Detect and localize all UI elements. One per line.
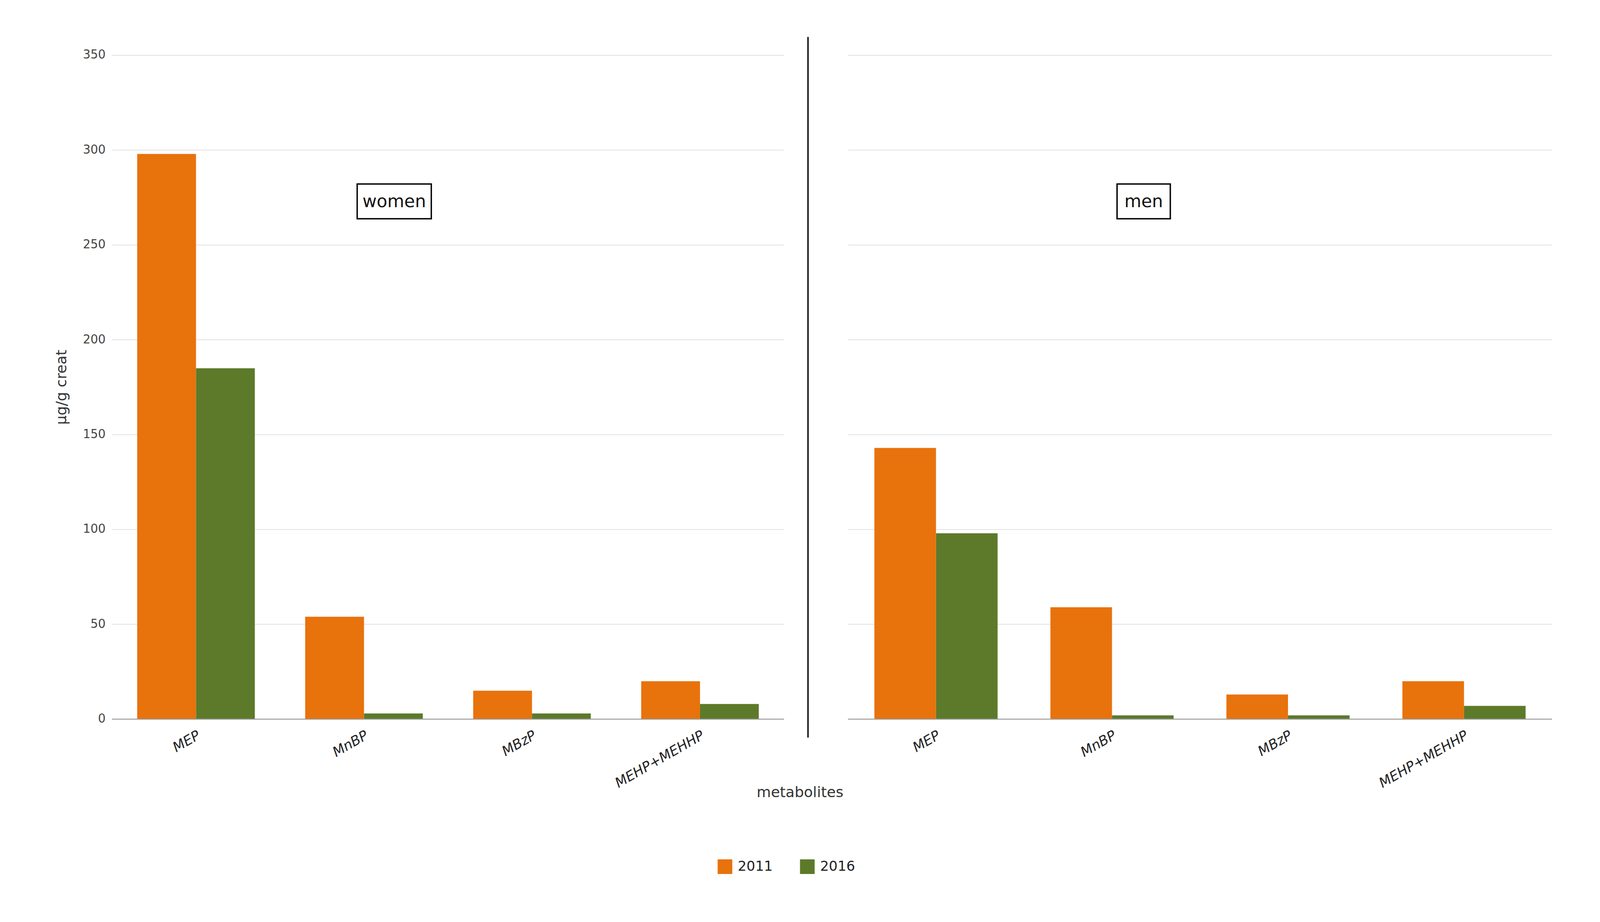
x-axis-line — [112, 718, 785, 720]
bar — [195, 368, 255, 720]
grid-line — [112, 339, 785, 341]
bar — [1226, 694, 1288, 720]
panel-divider — [807, 37, 809, 739]
bar — [1287, 715, 1350, 720]
bar — [364, 713, 424, 720]
y-tick-label: 250 — [82, 237, 106, 252]
bar — [1402, 681, 1465, 720]
grid-line — [847, 150, 1552, 151]
panel-title: men — [1124, 191, 1163, 212]
bars — [874, 447, 1526, 720]
bar — [1464, 705, 1526, 720]
legend: 2011 2016 — [717, 858, 856, 875]
legend-swatch — [800, 859, 815, 875]
bar — [137, 154, 197, 720]
y-tick-label: 150 — [82, 427, 106, 442]
bar — [936, 533, 998, 720]
panel-1: MEP MnBP MBzP MEHP+MEHHP men — [847, 55, 1552, 792]
panel-label-box — [1116, 183, 1170, 219]
y-axis-label: μg/g creat — [52, 350, 71, 426]
bar — [874, 447, 937, 720]
panel-label: men — [1116, 183, 1170, 219]
x-axis-label: metabolites — [756, 783, 844, 802]
bar — [532, 713, 592, 720]
legend-swatch — [717, 859, 733, 875]
x-tick-label: MBzP — [498, 727, 539, 760]
y-tick-label: 50 — [90, 617, 106, 631]
x-tick-label: MEHP+MEHHP — [1376, 727, 1472, 792]
bar — [641, 681, 701, 720]
y-tick-label: 350 — [82, 47, 106, 62]
x-axis-line — [847, 718, 1552, 720]
bar — [1050, 607, 1113, 720]
x-tick-label: MEP — [909, 727, 943, 756]
panel-title: women — [362, 191, 426, 212]
bar — [1111, 715, 1174, 720]
bar — [305, 617, 365, 720]
legend-label: 2016 — [820, 858, 856, 875]
bars — [137, 154, 760, 720]
grid-line — [847, 244, 1552, 246]
chart: 0 50 100 150 200 250 300 350 MEP MnBP MBzP MEHP+MEH… — [0, 0, 1600, 922]
grid-line — [847, 719, 1552, 721]
x-tick-label: MEP — [169, 727, 204, 756]
y-tick-label: 300 — [82, 142, 106, 157]
panel-0: 0 50 100 150 200 250 300 350 MEP MnBP MBzP MEHP+MEH… — [52, 47, 785, 792]
grid-line — [112, 719, 785, 721]
y-tick-label: 0 — [97, 711, 106, 726]
panel-label-box — [357, 183, 432, 219]
grid-line — [112, 54, 785, 56]
y-tick-label: 100 — [82, 522, 106, 536]
bar — [473, 690, 533, 720]
grid-line — [847, 529, 1552, 531]
bar — [700, 704, 760, 720]
x-tick-label: MEHP+MEHHP — [612, 727, 708, 792]
y-tick-label: 200 — [82, 332, 106, 347]
grid-line — [112, 244, 785, 246]
grid-line — [847, 54, 1552, 56]
legend-label: 2011 — [738, 858, 773, 875]
x-tick-label: MBzP — [1255, 727, 1296, 760]
grid-line — [847, 339, 1552, 341]
grid-line — [112, 150, 785, 151]
panel-label: women — [357, 183, 432, 219]
x-tick-label: MnBP — [329, 727, 372, 761]
grid-line — [847, 434, 1552, 436]
x-tick-label: MnBP — [1077, 727, 1120, 761]
background — [0, 0, 1600, 922]
